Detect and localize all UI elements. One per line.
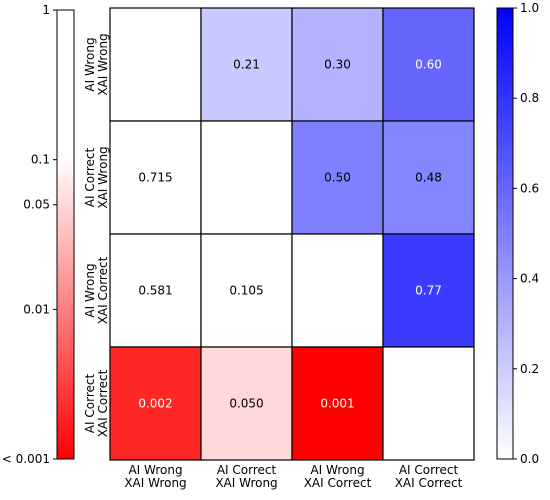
heatmap-cell [109, 120, 202, 235]
right-colorbar-tick-label: 1.0 [520, 1, 539, 15]
column-label-line: AI Correct [217, 463, 277, 477]
row-label-line: AI Correct [83, 148, 97, 208]
heatmap-cell [109, 346, 202, 461]
column-label-line: AI Wrong [310, 463, 364, 477]
row-label-line: AI Wrong [83, 263, 97, 317]
heatmap-cell [291, 233, 384, 348]
cell-value-label: 0.001 [320, 397, 354, 411]
heatmap-cell [382, 120, 475, 235]
column-label: AI Wrong XAI Correct [304, 463, 372, 490]
heatmap-cell [382, 233, 475, 348]
cell-value-label: 0.002 [138, 397, 172, 411]
row-label-line: AI Wrong [83, 37, 97, 91]
cell-value-label: 0.050 [229, 397, 263, 411]
heatmap-cell [382, 346, 475, 461]
heatmap-cell [200, 346, 293, 461]
cell-value-label: 0.60 [415, 58, 442, 72]
cell-value-label: 0.581 [138, 284, 172, 298]
right-colorbar-tick-label: 0.6 [520, 181, 539, 195]
row-label-line: XAI Wrong [96, 33, 110, 95]
heatmap-cell [109, 233, 202, 348]
cell-value-label: 0.48 [415, 171, 442, 185]
cell-value-label: 0.715 [138, 171, 172, 185]
left-colorbar-tick-label: 0.01 [23, 302, 50, 316]
row-label: AI WrongXAI Correct [83, 256, 110, 324]
row-label-line: XAI Wrong [96, 146, 110, 208]
left-colorbar-tick-label: 1 [42, 3, 50, 17]
cell-value-label: 0.105 [229, 284, 263, 298]
left-colorbar-tick-label: 0.05 [23, 198, 50, 212]
heatmap-cell [200, 120, 293, 235]
heatmap-cell [291, 120, 384, 235]
cell-value-label: 0.50 [324, 171, 351, 185]
cell-value-label: 0.30 [324, 58, 351, 72]
heatmap-cell [109, 7, 202, 122]
column-label-line: XAI Wrong [124, 476, 186, 490]
right-colorbar-gradient [496, 7, 514, 460]
column-label: AI Correct XAI Correct [395, 463, 463, 490]
row-label: AI CorrectXAI Wrong [83, 146, 110, 208]
left-colorbar-tick-label: < 0.001 [2, 452, 50, 466]
right-colorbar-tick-label: 0.0 [520, 452, 539, 466]
row-label-line: XAI Correct [96, 369, 110, 437]
cell-value-label: 0.77 [415, 284, 442, 298]
column-label-line: XAI Wrong [215, 476, 277, 490]
row-label: AI WrongXAI Wrong [83, 33, 110, 95]
column-label-line: AI Correct [399, 463, 459, 477]
heatmap-cell [382, 7, 475, 122]
right-colorbar-tick-label: 0.4 [520, 272, 539, 286]
column-label-line: AI Wrong [128, 463, 182, 477]
row-label-line: XAI Correct [96, 256, 110, 324]
right-colorbar: 0.0 0.2 0.4 0.6 0.8 1.0 [496, 1, 539, 466]
left-colorbar-gradient [56, 9, 75, 460]
row-label-line: AI Correct [83, 374, 97, 434]
left-colorbar: 1 0.1 0.05 0.01 < 0.001 [2, 3, 75, 466]
row-label: AI CorrectXAI Correct [83, 369, 110, 437]
column-label-line: XAI Correct [395, 476, 463, 490]
column-label: AI Wrong XAI Wrong [124, 463, 186, 490]
right-colorbar-tick-label: 0.8 [520, 91, 539, 105]
right-colorbar-tick-label: 0.2 [520, 362, 539, 376]
cell-value-label: 0.21 [233, 58, 260, 72]
left-colorbar-tick-label: 0.1 [31, 153, 50, 167]
heatmap-cells: 0.21 0.30 0.60 0.715 0.50 0.48 0.581 0.105 0.77 0… [109, 7, 475, 461]
heatmap-cell [200, 7, 293, 122]
column-label: AI Correct XAI Wrong [215, 463, 277, 490]
column-label-line: XAI Correct [304, 476, 372, 490]
